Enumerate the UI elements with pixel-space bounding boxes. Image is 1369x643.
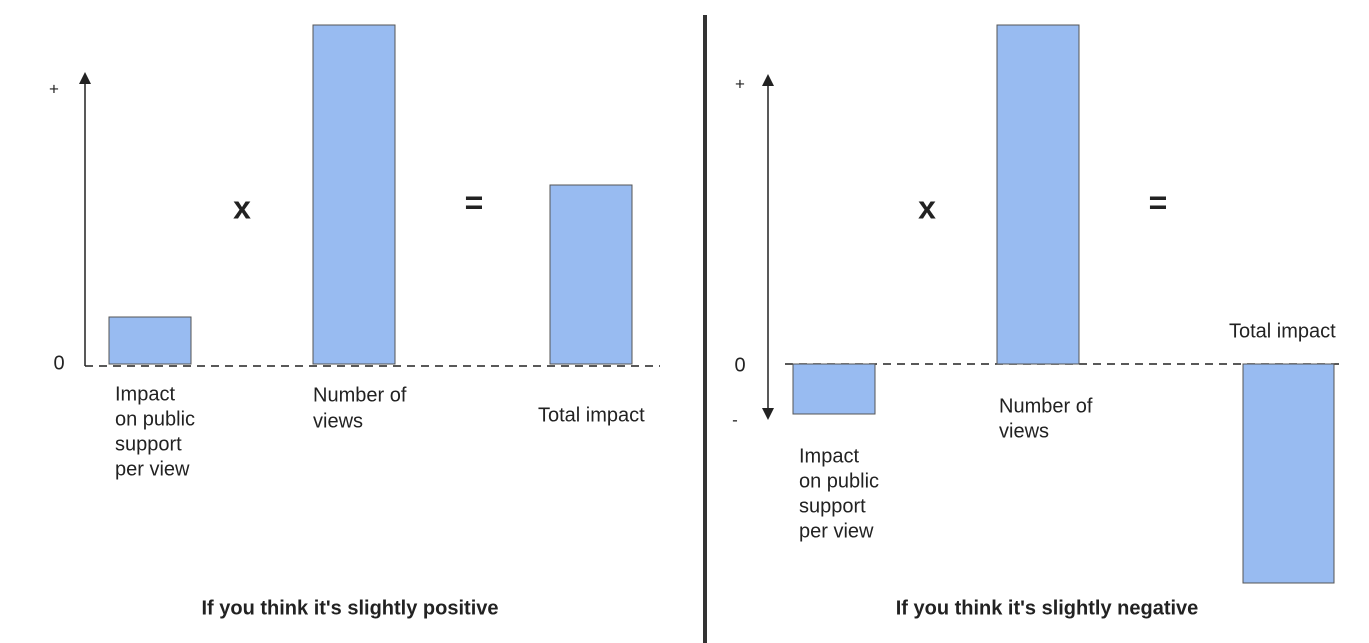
plus-label: + (735, 74, 745, 93)
equals-sign: = (1149, 184, 1168, 220)
views-bar (996, 24, 1080, 365)
impact-bar (792, 363, 876, 415)
panel-negative: + 0 - x = Impact on public support per v… (732, 24, 1340, 619)
caption: If you think it's slightly positive (201, 597, 498, 619)
impact-label: support (115, 433, 182, 455)
views-label: Number of (999, 395, 1093, 417)
views-label: views (313, 410, 363, 432)
times-sign: x (918, 189, 936, 225)
total-label: Total impact (1229, 320, 1336, 342)
views-bar (312, 24, 396, 365)
caption: If you think it's slightly negative (896, 597, 1199, 619)
total-label: Total impact (538, 404, 645, 426)
views-label: Number of (313, 384, 407, 406)
impact-label: on public (115, 408, 195, 430)
minus-label: - (732, 410, 738, 429)
impact-label: support (799, 495, 866, 517)
impact-bar (108, 316, 192, 365)
total-bar (549, 184, 633, 365)
impact-label: on public (799, 470, 879, 492)
equals-sign: = (465, 184, 484, 220)
impact-label: per view (799, 520, 874, 542)
impact-label: Impact (115, 383, 175, 405)
times-sign: x (233, 189, 251, 225)
panel-positive: + 0 x = Impact on public support per vie… (49, 24, 660, 619)
impact-label: per view (115, 458, 190, 480)
views-label: views (999, 420, 1049, 442)
plus-label: + (49, 79, 59, 98)
zero-label: 0 (53, 352, 64, 374)
zero-label: 0 (734, 354, 745, 376)
total-bar (1242, 363, 1335, 584)
impact-label: Impact (799, 445, 859, 467)
